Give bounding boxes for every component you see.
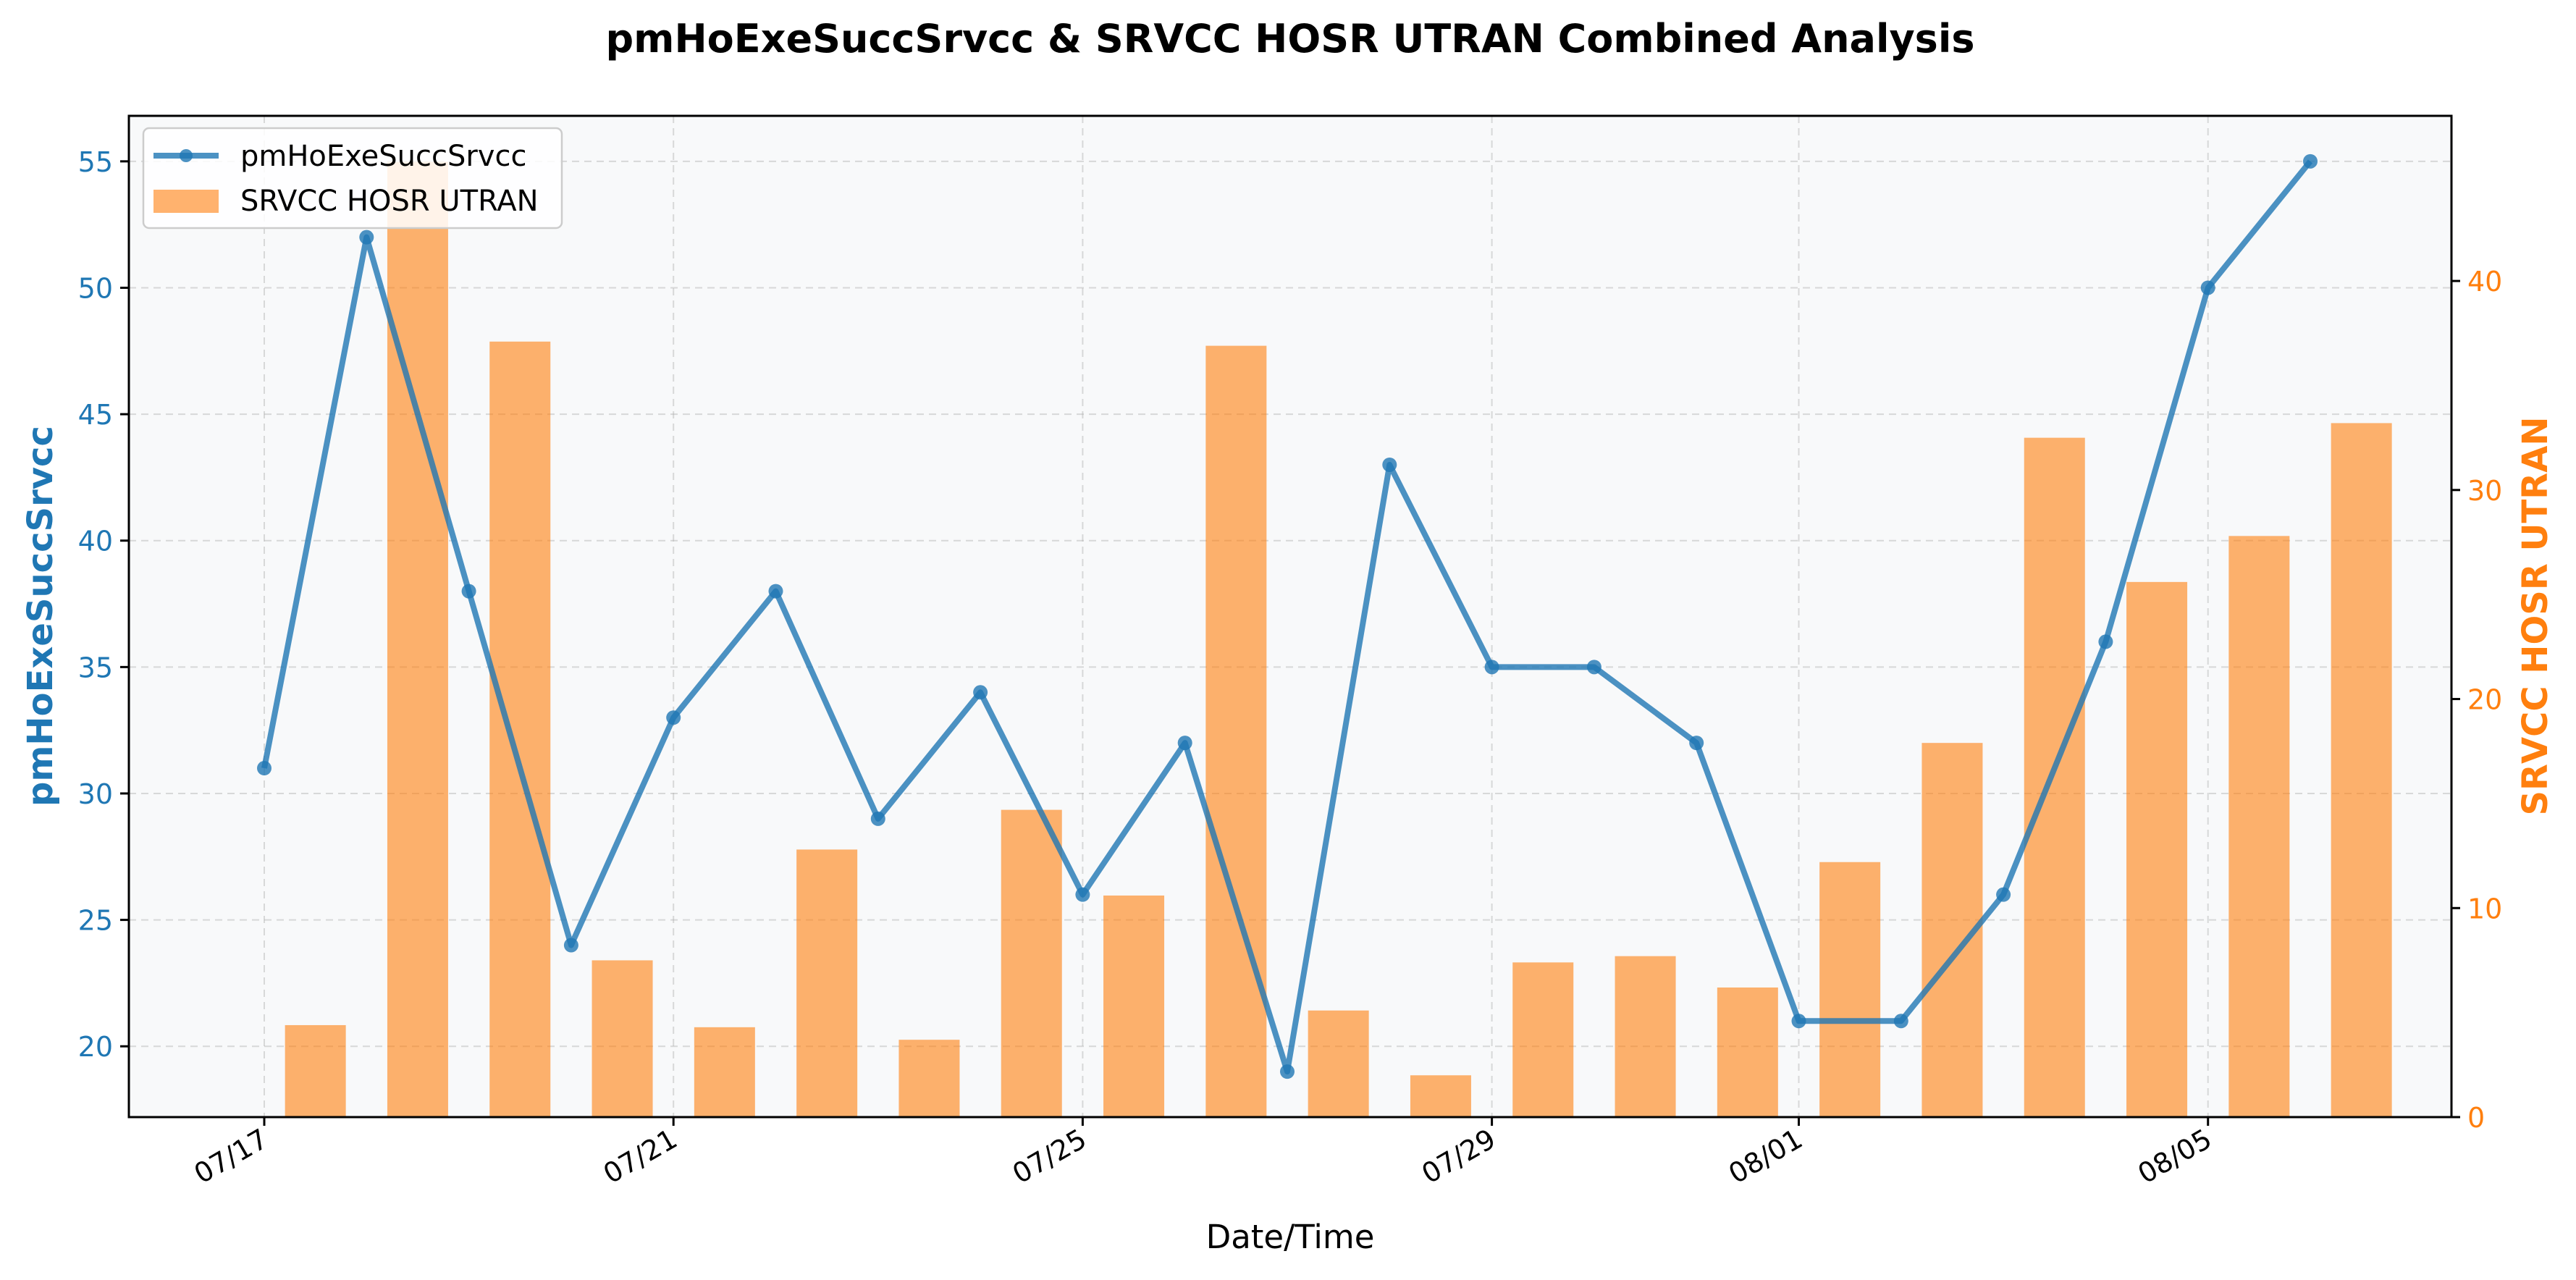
- line-point: [563, 938, 578, 953]
- x-axis-label: Date/Time: [1206, 1218, 1375, 1256]
- line-point: [870, 811, 885, 826]
- line-point: [1280, 1064, 1295, 1079]
- legend: pmHoExeSuccSrvcc SRVCC HOSR UTRAN: [142, 127, 563, 230]
- bar: [1103, 895, 1165, 1117]
- bar: [1308, 1010, 1369, 1117]
- bar: [1001, 809, 1062, 1117]
- line-point: [1075, 887, 1090, 902]
- bar: [1205, 345, 1267, 1118]
- line-point: [461, 584, 476, 599]
- left-axis-tick-label: 55: [78, 146, 113, 178]
- line-point: [973, 685, 988, 700]
- line-point: [2200, 280, 2215, 295]
- line-point: [1689, 736, 1704, 751]
- line-point: [768, 584, 783, 599]
- chart-title: pmHoExeSuccSrvcc & SRVCC HOSR UTRAN Comb…: [606, 16, 1975, 62]
- right-axis-tick-label: 10: [2467, 893, 2502, 925]
- left-axis-tick-label: 35: [78, 652, 113, 683]
- left-axis-tick-label: 50: [78, 272, 113, 304]
- right-axis-tick-label: 40: [2467, 266, 2502, 298]
- line-point: [1177, 736, 1192, 751]
- bar: [1819, 862, 1881, 1117]
- bar: [1410, 1075, 1471, 1117]
- bar: [489, 341, 551, 1117]
- bar: [1512, 962, 1574, 1117]
- line-point: [257, 761, 272, 776]
- bar: [592, 960, 653, 1117]
- line-series: [257, 153, 2318, 1079]
- bar: [1615, 956, 1676, 1117]
- bar: [694, 1027, 755, 1117]
- legend-label-bar: SRVCC HOSR UTRAN: [240, 185, 539, 218]
- right-axis-tick-label: 0: [2467, 1102, 2485, 1134]
- left-axis-tick-label: 45: [78, 399, 113, 431]
- line-point: [666, 710, 681, 725]
- right-axis-label: SRVCC HOSR UTRAN: [2515, 416, 2556, 815]
- left-axis-label: pmHoExeSuccSrvcc: [20, 426, 61, 807]
- legend-bar-swatch: [153, 190, 219, 213]
- right-axis-tick-label: 20: [2467, 684, 2502, 716]
- line-point: [1484, 660, 1499, 675]
- bar: [285, 1024, 346, 1117]
- legend-label-line: pmHoExeSuccSrvcc: [240, 140, 526, 173]
- left-axis-tick-label: 40: [78, 526, 113, 557]
- bar: [898, 1040, 960, 1117]
- bar: [2228, 536, 2290, 1117]
- left-axis-tick-label: 25: [78, 905, 113, 937]
- right-axis-tick-label: 30: [2467, 475, 2502, 507]
- bar: [2331, 423, 2392, 1117]
- bar: [387, 161, 448, 1118]
- line-point: [1996, 887, 2011, 902]
- bar: [1717, 987, 1778, 1117]
- line-point: [359, 230, 374, 245]
- bar: [796, 849, 858, 1117]
- bar: [2024, 437, 2085, 1117]
- line-point: [1893, 1014, 1908, 1029]
- legend-line-marker: [180, 149, 193, 162]
- line-point: [2303, 153, 2318, 169]
- line-point: [1382, 457, 1397, 472]
- left-axis-tick-label: 20: [78, 1031, 113, 1063]
- line-point: [1586, 660, 1601, 675]
- bar-series: [285, 161, 2392, 1118]
- left-axis-tick-label: 30: [78, 778, 113, 810]
- bar: [2126, 581, 2188, 1117]
- plot-frame: [127, 114, 2453, 1119]
- line-point: [2098, 634, 2113, 649]
- line-point: [1791, 1014, 1806, 1029]
- legend-box: [142, 127, 563, 230]
